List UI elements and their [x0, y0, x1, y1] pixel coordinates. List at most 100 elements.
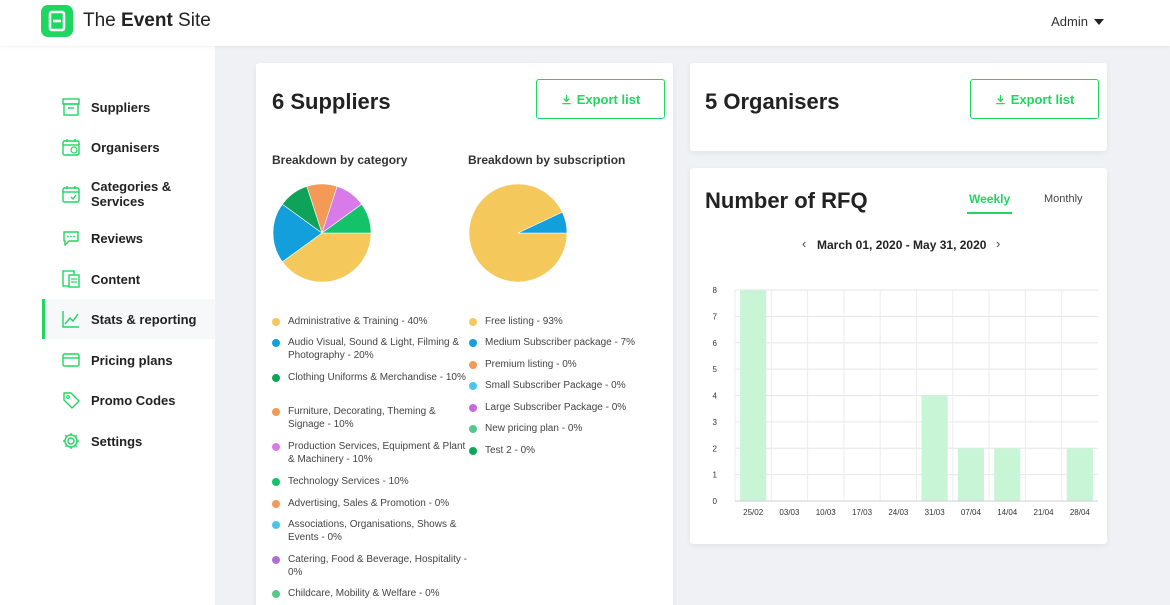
chart-line-icon	[62, 311, 79, 328]
sidebar-item-label: Content	[91, 271, 141, 287]
x-tick-label: 17/03	[852, 508, 873, 517]
prev-range-icon[interactable]: ‹	[802, 236, 807, 251]
chat-icon	[63, 231, 79, 246]
legend-label: Production Services, Equipment & Plant &…	[288, 441, 466, 465]
sidebar-item-categories[interactable]: Categories & Services	[42, 172, 215, 216]
date-range: March 01, 2020 - May 31, 2020	[817, 238, 987, 252]
legend-dot	[272, 443, 280, 451]
x-tick-label: 24/03	[888, 508, 909, 517]
sidebar: Suppliers Organisers Categories & Servic…	[0, 46, 215, 605]
sidebar-item-promo[interactable]: Promo Codes	[42, 380, 215, 420]
legend-dot	[272, 500, 280, 508]
legend-label: Childcare, Mobility & Welfare - 0%	[288, 588, 440, 599]
tab-monthly[interactable]: Monthly	[1044, 193, 1083, 205]
legend-dot	[272, 318, 280, 326]
sidebar-item-reviews[interactable]: Reviews	[42, 218, 215, 258]
next-range-icon[interactable]: ›	[996, 236, 1001, 251]
legend-label: Medium Subscriber package - 7%	[485, 337, 636, 348]
tab-weekly[interactable]: Weekly	[966, 192, 1013, 214]
caret-down-icon	[1094, 18, 1104, 25]
y-tick-label: 6	[713, 339, 718, 348]
x-tick-label: 14/04	[997, 508, 1018, 517]
subscription-breakdown-title: Breakdown by subscription	[468, 153, 626, 167]
y-tick-label: 5	[713, 365, 718, 374]
pie-slice-5	[321, 203, 372, 234]
y-tick-label: 4	[713, 392, 718, 401]
sidebar-item-settings[interactable]: Settings	[42, 421, 215, 461]
sidebar-item-label: Promo Codes	[91, 392, 176, 408]
pie-slice-0	[281, 232, 372, 283]
legend-label: Test 2 - 0%	[485, 445, 536, 456]
download-icon	[562, 94, 571, 104]
legend-dot	[272, 339, 280, 347]
legend-dot	[272, 374, 280, 382]
legend-label: Clothing Uniforms & Merchandise - 10%	[288, 372, 466, 383]
tag-icon	[63, 392, 80, 409]
sidebar-item-stats[interactable]: Stats & reporting	[42, 299, 215, 339]
y-tick-label: 3	[713, 418, 718, 427]
legend-label: Large Subscriber Package - 0%	[485, 402, 627, 413]
bar-28/04	[1066, 448, 1093, 501]
pie-slice-1	[517, 211, 568, 234]
legend-label: Advertising, Sales & Promotion - 0%	[288, 498, 450, 509]
gear-icon	[63, 433, 79, 449]
legend-dot	[469, 361, 477, 369]
pie-slice-1	[272, 203, 323, 263]
x-tick-label: 10/03	[816, 508, 837, 517]
suppliers-icon	[62, 98, 80, 116]
legend-dot	[469, 382, 477, 390]
calendar-icon	[62, 139, 80, 156]
legend-dot	[272, 408, 280, 416]
y-tick-label: 0	[713, 497, 718, 506]
x-tick-label: 21/04	[1034, 508, 1055, 517]
sidebar-item-label: Suppliers	[91, 99, 151, 115]
rfq-bar-chart: 0 1 2 3 4 5 6 7 8 25/02 03/03 10/03 17/03 24/03 31/03 0…	[713, 286, 1098, 517]
x-tick-label: 31/03	[925, 508, 946, 517]
legend-dot	[469, 404, 477, 412]
x-tick-label: 25/02	[743, 508, 764, 517]
user-menu[interactable]: Admin	[1051, 14, 1104, 29]
suppliers-title: 6 Suppliers	[272, 89, 391, 114]
document-icon	[62, 270, 80, 288]
brand-bold: Event	[121, 10, 173, 31]
brand-name[interactable]: The Event Site	[83, 10, 211, 32]
organisers-card: 5 Organisers Export list	[690, 63, 1107, 151]
bar-07/04	[957, 448, 985, 501]
sidebar-item-organisers[interactable]: Organisers	[42, 127, 215, 167]
legend-label: Audio Visual, Sound & Light, Filming & P…	[288, 337, 460, 361]
legend-dot	[272, 590, 280, 598]
sidebar-item-suppliers[interactable]: Suppliers	[42, 87, 215, 127]
sidebar-item-label: Stats & reporting	[91, 311, 197, 327]
logo-icon[interactable]	[41, 5, 73, 37]
category-breakdown-title: Breakdown by category	[272, 153, 408, 167]
sidebar-item-label: Categories & Services	[91, 179, 172, 209]
legend-label: Associations, Organisations, Shows & Eve…	[288, 519, 457, 543]
credit-card-icon	[62, 353, 80, 367]
x-tick-label: 03/03	[779, 508, 800, 517]
export-label: Export list	[1010, 91, 1075, 107]
download-icon	[996, 94, 1005, 104]
x-tick-label: 28/04	[1070, 508, 1091, 517]
legend-dot	[469, 447, 477, 455]
rfq-card: Number of RFQ Weekly Monthly ‹ March 01,…	[690, 168, 1107, 544]
legend-label: Furniture, Decorating, Theming & Signage…	[288, 406, 436, 430]
sidebar-item-content[interactable]: Content	[42, 259, 215, 299]
legend-dot	[469, 339, 477, 347]
legend-dot	[469, 318, 477, 326]
legend-label: Administrative & Training - 40%	[288, 316, 428, 327]
bar-14/04	[994, 448, 1021, 501]
sidebar-item-label: Settings	[91, 433, 143, 449]
top-bar: The Event Site Admin	[0, 0, 1170, 46]
suppliers-card: 6 Suppliers Export list Breakdown by cat…	[256, 63, 673, 605]
export-organisers-button[interactable]: Export list	[970, 79, 1099, 119]
brand-light: The	[83, 10, 122, 31]
legend-label: Premium listing - 0%	[485, 359, 577, 370]
subscription-pie-chart	[468, 183, 568, 283]
legend-label: Catering, Food & Beverage, Hospitality -…	[288, 554, 467, 578]
sidebar-item-pricing[interactable]: Pricing plans	[42, 340, 215, 380]
bar-25/02	[740, 290, 767, 501]
y-tick-label: 8	[713, 286, 718, 295]
export-suppliers-button[interactable]: Export list	[536, 79, 665, 119]
user-menu-label: Admin	[1051, 14, 1088, 29]
legend-label: Technology Services - 10%	[288, 476, 409, 487]
